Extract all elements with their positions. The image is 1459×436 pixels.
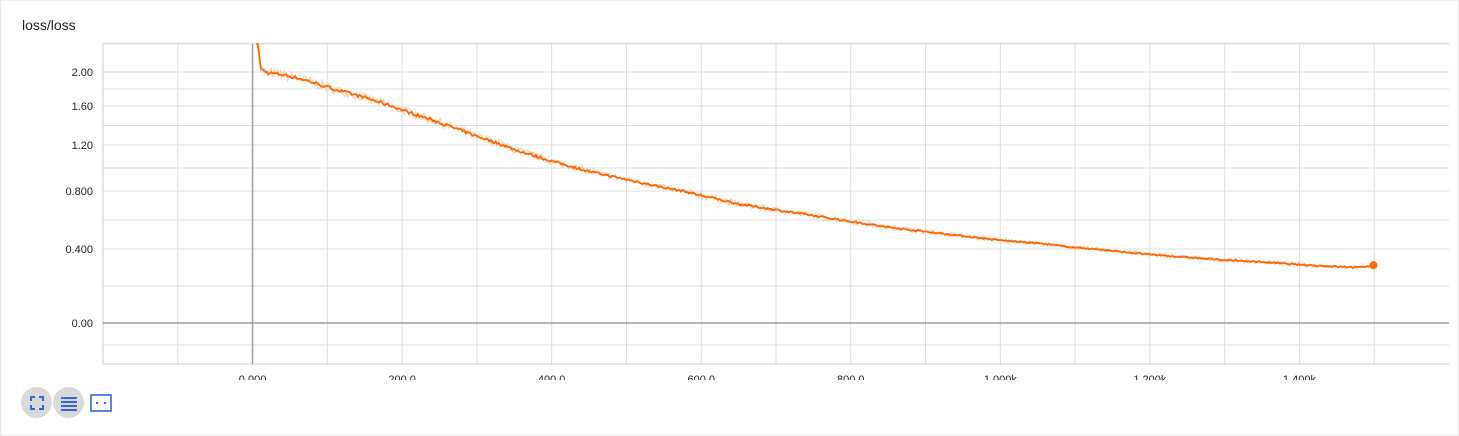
raw-series-line (256, 43, 1374, 271)
fit-data-button[interactable] (85, 387, 116, 418)
y-tick-label: 0.800 (65, 186, 93, 198)
y-tick-label: 1.60 (72, 101, 93, 113)
list-lines-icon (60, 396, 77, 411)
x-tick-label: 1.000k (984, 374, 1018, 380)
toggle-log-scale-button[interactable] (53, 387, 84, 418)
dotted-frame-icon (89, 393, 112, 412)
x-tick-label: 400.0 (538, 374, 566, 380)
fullscreen-corners-icon (29, 395, 44, 410)
y-tick-label: 2.00 (72, 67, 93, 79)
tick-labels: 0.000 200.0 400.0 600.0 800.0 1.000k 1.200k 1.4… (65, 67, 1316, 380)
loss-chart[interactable]: 0.000 200.0 400.0 600.0 800.0 1.000k 1.200k 1.4… (0, 0, 1459, 380)
y-tick-label: 1.20 (72, 140, 93, 152)
x-tick-label: 0.000 (239, 374, 267, 380)
x-tick-label: 600.0 (687, 374, 715, 380)
y-tick-label: 0.400 (65, 244, 93, 256)
series-group (256, 43, 1378, 271)
x-tick-label: 800.0 (837, 374, 865, 380)
last-point-marker (1369, 261, 1378, 270)
x-tick-label: 200.0 (388, 374, 416, 380)
grid-lines (103, 42, 1449, 364)
x-tick-label: 1.400k (1283, 374, 1317, 380)
chart-title: loss/loss (22, 17, 76, 33)
y-tick-label: 0.00 (72, 318, 93, 330)
smoothed-series-line (256, 43, 1374, 269)
x-tick-label: 1.200k (1133, 374, 1167, 380)
fit-domain-button[interactable] (21, 387, 52, 418)
axes (102, 44, 1449, 365)
